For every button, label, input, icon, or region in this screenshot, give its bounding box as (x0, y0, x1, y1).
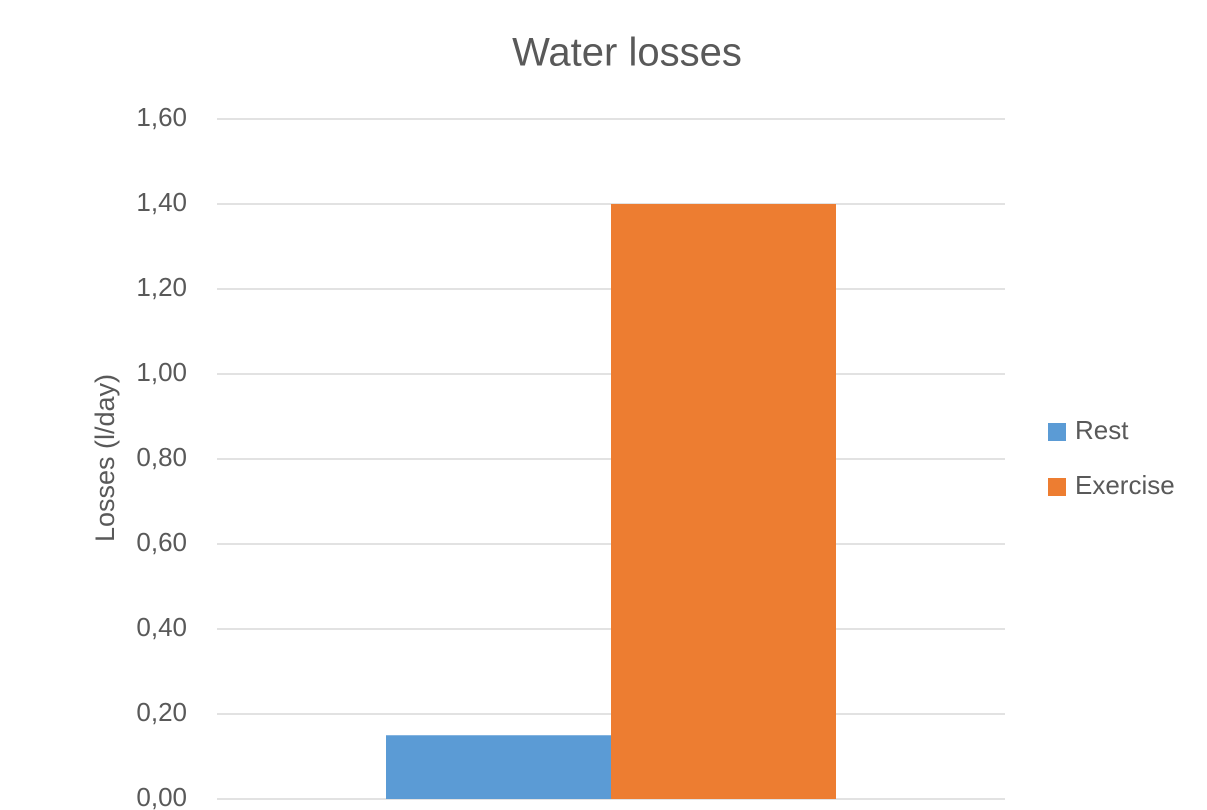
chart-title: Water losses (512, 31, 742, 75)
legend-swatch (1048, 478, 1066, 496)
legend-label: Rest (1075, 415, 1129, 445)
bar (386, 735, 611, 799)
y-axis-label: Losses (l/day) (90, 374, 120, 542)
y-tick-label: 1,60 (136, 102, 187, 132)
y-tick-label: 1,20 (136, 272, 187, 302)
y-tick-label: 1,40 (136, 187, 187, 217)
y-tick-label: 0,20 (136, 697, 187, 727)
y-tick-label: 0,60 (136, 527, 187, 557)
legend-label: Exercise (1075, 470, 1175, 500)
y-tick-label: 0,00 (136, 782, 187, 810)
legend-swatch (1048, 423, 1066, 441)
y-tick-label: 0,80 (136, 442, 187, 472)
y-tick-label: 1,00 (136, 357, 187, 387)
y-tick-label: 0,40 (136, 612, 187, 642)
bar (611, 204, 836, 799)
